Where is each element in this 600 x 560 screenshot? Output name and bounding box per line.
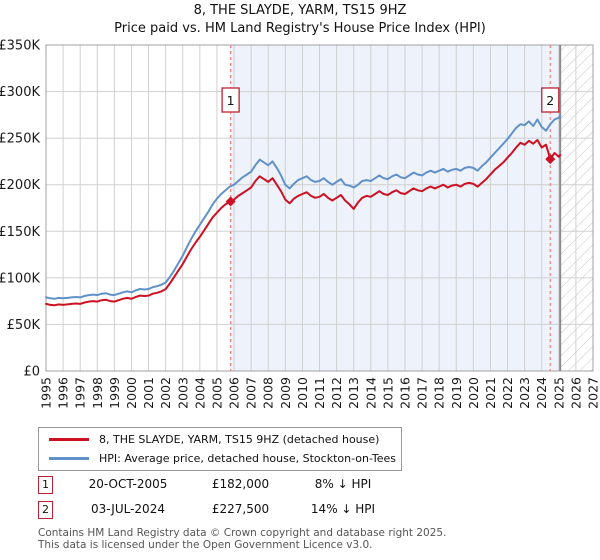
x-axis-label: 1995 [39,377,54,409]
y-axis-label: £350K [0,39,40,54]
x-axis-label: 2010 [295,377,310,409]
legend-item-hpi: HPI: Average price, detached house, Stoc… [39,451,401,467]
x-axis-label: 2004 [192,377,207,409]
x-axis-label: 2027 [586,377,600,409]
x-axis-label: 2012 [329,377,344,409]
y-axis-label: £100K [0,271,40,286]
x-axis-label: 2011 [312,377,327,409]
x-axis-label: 1999 [107,377,122,409]
legend-item-property: 8, THE SLAYDE, YARM, TS15 9HZ (detached … [39,432,401,448]
y-axis-label: £50K [7,318,41,333]
sale-marker-box [221,87,240,113]
sale-marker-number: 2 [546,93,554,108]
sale-hpi-diff: 14% ↓ HPI [310,502,376,516]
x-axis-label: 2003 [175,377,190,409]
x-axis-label: 2009 [278,377,293,409]
x-axis-label: 2005 [209,377,224,409]
x-axis-label: 2013 [346,377,361,409]
sale-annotation-row: 1 20-OCT-2005 £182,000 8% ↓ HPI [38,476,458,494]
sale-point-marker [225,196,236,207]
x-axis-label: 2018 [432,377,447,409]
x-axis-label: 2002 [158,377,173,409]
x-axis-label: 2001 [141,377,156,409]
x-axis-label: 2020 [466,377,481,409]
hpi-line-swatch [49,457,89,460]
x-axis-label: 1997 [73,377,88,409]
y-axis-label: £200K [0,178,40,193]
x-axis-label: 2023 [517,377,532,409]
license-footer: Contains HM Land Registry data © Crown c… [38,527,446,551]
x-axis-label: 2015 [380,377,395,409]
footer-line: This data is licensed under the Open Gov… [38,539,373,551]
x-axis-label: 2026 [568,377,583,409]
chart-legend: 8, THE SLAYDE, YARM, TS15 9HZ (detached … [38,427,402,471]
x-axis-label: 2024 [534,377,549,409]
y-axis-label: £150K [0,225,40,240]
sale-marker-number: 1 [227,93,235,108]
sale-annotation-row: 2 03-JUL-2024 £227,500 14% ↓ HPI [38,501,458,519]
x-axis-label: 2022 [500,377,515,409]
price-history-chart: 1 2 £0 £50K £100K £150K £200K £250K £300K £350K 19… [0,39,600,409]
legend-label: 8, THE SLAYDE, YARM, TS15 9HZ (detached … [99,433,380,446]
x-axis-label: 2007 [244,377,259,409]
sale-number-badge: 1 [38,476,53,494]
sale-price: £227,500 [211,502,270,516]
sale-date: 03-JUL-2024 [91,502,165,516]
y-axis-label: £0 [23,365,40,380]
price-paid-line-series [45,139,562,307]
page-subtitle: Price paid vs. HM Land Registry's House … [114,21,486,36]
future-hatch [560,45,593,371]
footer-line: Contains HM Land Registry data © Crown c… [38,527,447,539]
page-title: 8, THE SLAYDE, YARM, TS15 9HZ [193,3,407,18]
x-axis-label: 2025 [551,377,566,409]
property-line-swatch [49,438,89,441]
sale-hpi-diff: 8% ↓ HPI [314,477,372,491]
hpi-line-series [45,114,562,300]
sale-point-marker [545,154,556,165]
sale-date: 20-OCT-2005 [88,477,168,491]
x-axis-label: 2014 [363,377,378,409]
x-axis-label: 2019 [449,377,464,409]
y-axis-label: £300K [0,85,40,100]
x-axis-label: 2016 [397,377,412,409]
x-axis-label: 1996 [56,377,71,409]
x-axis-label: 2006 [227,377,242,409]
x-axis-label: 2017 [415,377,430,409]
y-axis-label: £250K [0,132,40,147]
sale-number-badge: 2 [38,501,53,519]
x-axis-label: 1998 [90,377,105,409]
x-axis-label: 2000 [124,377,139,409]
sale-price: £182,000 [211,477,270,491]
x-axis-label: 2021 [483,377,498,409]
sale-marker-box [541,87,560,113]
hpi-shaded-region [230,45,561,371]
legend-label: HPI: Average price, detached house, Stoc… [99,452,397,465]
x-axis-label: 2008 [261,377,276,409]
plot-border [45,44,594,372]
